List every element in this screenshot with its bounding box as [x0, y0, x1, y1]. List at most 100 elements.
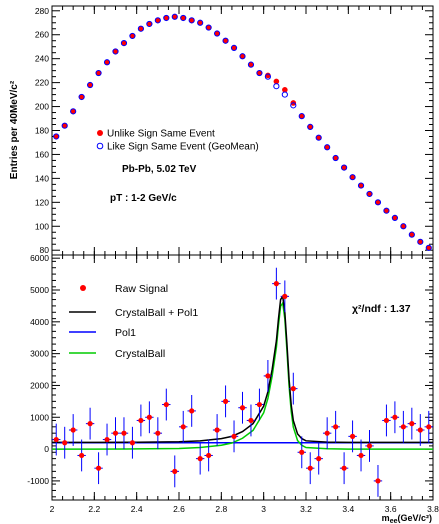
unlike-sign-point	[70, 108, 76, 115]
unlike-sign-point	[205, 24, 212, 31]
like-sign-point	[188, 17, 195, 24]
unlike-sign-point	[231, 45, 237, 51]
raw-signal-point	[104, 436, 110, 443]
raw-signal-point	[273, 281, 279, 287]
raw-signal-point	[341, 465, 347, 471]
unlike-sign-point	[273, 78, 280, 85]
raw-signal-point	[426, 424, 432, 430]
unlike-sign-point	[409, 231, 415, 238]
raw-signal-point	[349, 433, 356, 439]
raw-signal-point	[417, 427, 423, 433]
unlike-sign-point	[180, 15, 187, 21]
unlike-sign-point	[87, 82, 93, 88]
unlike-sign-point	[138, 25, 144, 32]
unlike-sign-point	[341, 164, 347, 171]
legend-marker-unlike	[97, 130, 103, 136]
raw-signal-point	[172, 468, 178, 474]
like-sign-point	[366, 190, 373, 198]
unlike-sign-point	[188, 17, 195, 24]
like-sign-point	[273, 83, 280, 90]
unlike-sign-point	[315, 134, 322, 141]
raw-signal-point	[121, 430, 127, 436]
unlike-sign-point	[375, 199, 381, 206]
like-sign-point	[95, 69, 102, 77]
like-sign-point	[171, 13, 178, 20]
xlabel-main: m	[382, 513, 390, 523]
unlike-sign-point	[239, 53, 246, 60]
like-sign-point	[230, 44, 238, 51]
bottom-ytick-label: 5000	[30, 285, 49, 295]
raw-signal-point	[146, 414, 152, 420]
legend-label-cbpol: CrystalBall + Pol1	[115, 307, 198, 319]
like-sign-point	[281, 91, 288, 98]
like-sign-point	[332, 154, 339, 162]
legend-marker-raw	[80, 285, 86, 291]
top-yaxis: 80 100 120 140 160 180 200 220 240 260 280	[35, 6, 433, 255]
like-sign-point	[256, 69, 263, 77]
raw-signal-point	[70, 427, 76, 433]
like-sign-point	[163, 14, 170, 22]
top-ytick-label: 140	[35, 173, 49, 183]
like-sign-point	[341, 164, 348, 171]
bottom-xtick-label: 3.2	[300, 504, 312, 514]
annotation-chi2: χ²/ndf : 1.37	[352, 303, 411, 315]
like-sign-point	[307, 123, 314, 131]
like-sign-point	[70, 108, 77, 115]
like-sign-point	[298, 113, 305, 120]
raw-signal-point	[163, 401, 169, 408]
bottom-xtick-label: 2.8	[215, 504, 227, 514]
unlike-sign-point	[332, 155, 339, 161]
top-ytick-label: 260	[35, 30, 49, 40]
unlike-sign-point	[78, 94, 85, 100]
unlike-sign-point	[146, 21, 153, 27]
unlike-sign-point	[53, 133, 60, 140]
raw-signal-point	[290, 386, 296, 392]
bottom-xtick-label: 3.4	[342, 504, 354, 514]
unlike-sign-point	[129, 33, 136, 39]
like-sign-point	[264, 73, 271, 80]
raw-signal-point	[197, 456, 203, 462]
like-sign-point	[129, 32, 136, 40]
bottom-frame	[51, 254, 434, 501]
raw-signal-point	[206, 452, 212, 459]
top-series	[53, 13, 432, 251]
unlike-sign-point	[324, 144, 330, 151]
top-ytick-label: 220	[35, 78, 49, 88]
like-sign-point	[78, 93, 85, 101]
raw-signal-point	[53, 436, 59, 443]
like-sign-point	[112, 48, 119, 55]
like-sign-point	[425, 244, 432, 251]
top-ytick-label: 280	[35, 6, 49, 16]
top-ytick-label: 200	[35, 102, 49, 112]
top-xaxis-ticks	[51, 6, 434, 255]
raw-signal-point	[79, 452, 85, 459]
raw-signal-point	[307, 465, 313, 471]
like-sign-point	[205, 24, 212, 31]
like-sign-point	[357, 182, 365, 189]
bottom-yaxis: -1000 0 1000 2000 3000 4000 5000 6000	[27, 253, 433, 498]
bottom-ytick-label: 6000	[30, 253, 49, 263]
like-sign-point	[324, 144, 331, 151]
raw-signal-point	[383, 417, 390, 424]
unlike-sign-point	[425, 245, 432, 251]
top-ytick-label: 120	[35, 197, 49, 207]
raw-signal-point	[316, 456, 322, 462]
raw-signal-point	[256, 401, 263, 408]
raw-signal-point	[138, 417, 144, 424]
bottom-ytick-label: 1000	[30, 412, 49, 422]
like-sign-point	[349, 174, 356, 181]
bottom-panel: -1000 0 1000 2000 3000 4000 5000 6000 2 2.2 2.4 2.…	[27, 253, 439, 524]
raw-signal-point	[87, 421, 93, 427]
bottom-xtick-label: 2.6	[173, 504, 185, 514]
unlike-sign-point	[400, 223, 407, 230]
raw-signal-point	[180, 424, 186, 430]
top-legend: Unlike Sign Same Event Like Sign Same Ev…	[96, 129, 259, 153]
raw-signal-point	[129, 440, 136, 446]
bottom-ytick-label: 0	[44, 444, 49, 454]
like-sign-point	[103, 59, 111, 66]
raw-signal-point	[248, 417, 254, 424]
unlike-sign-point	[95, 70, 102, 76]
bottom-xtick-label-last: 3.8	[427, 504, 439, 514]
top-ylabel: Entries per 40MeV/c²	[9, 80, 20, 179]
raw-signal-point	[400, 424, 406, 430]
